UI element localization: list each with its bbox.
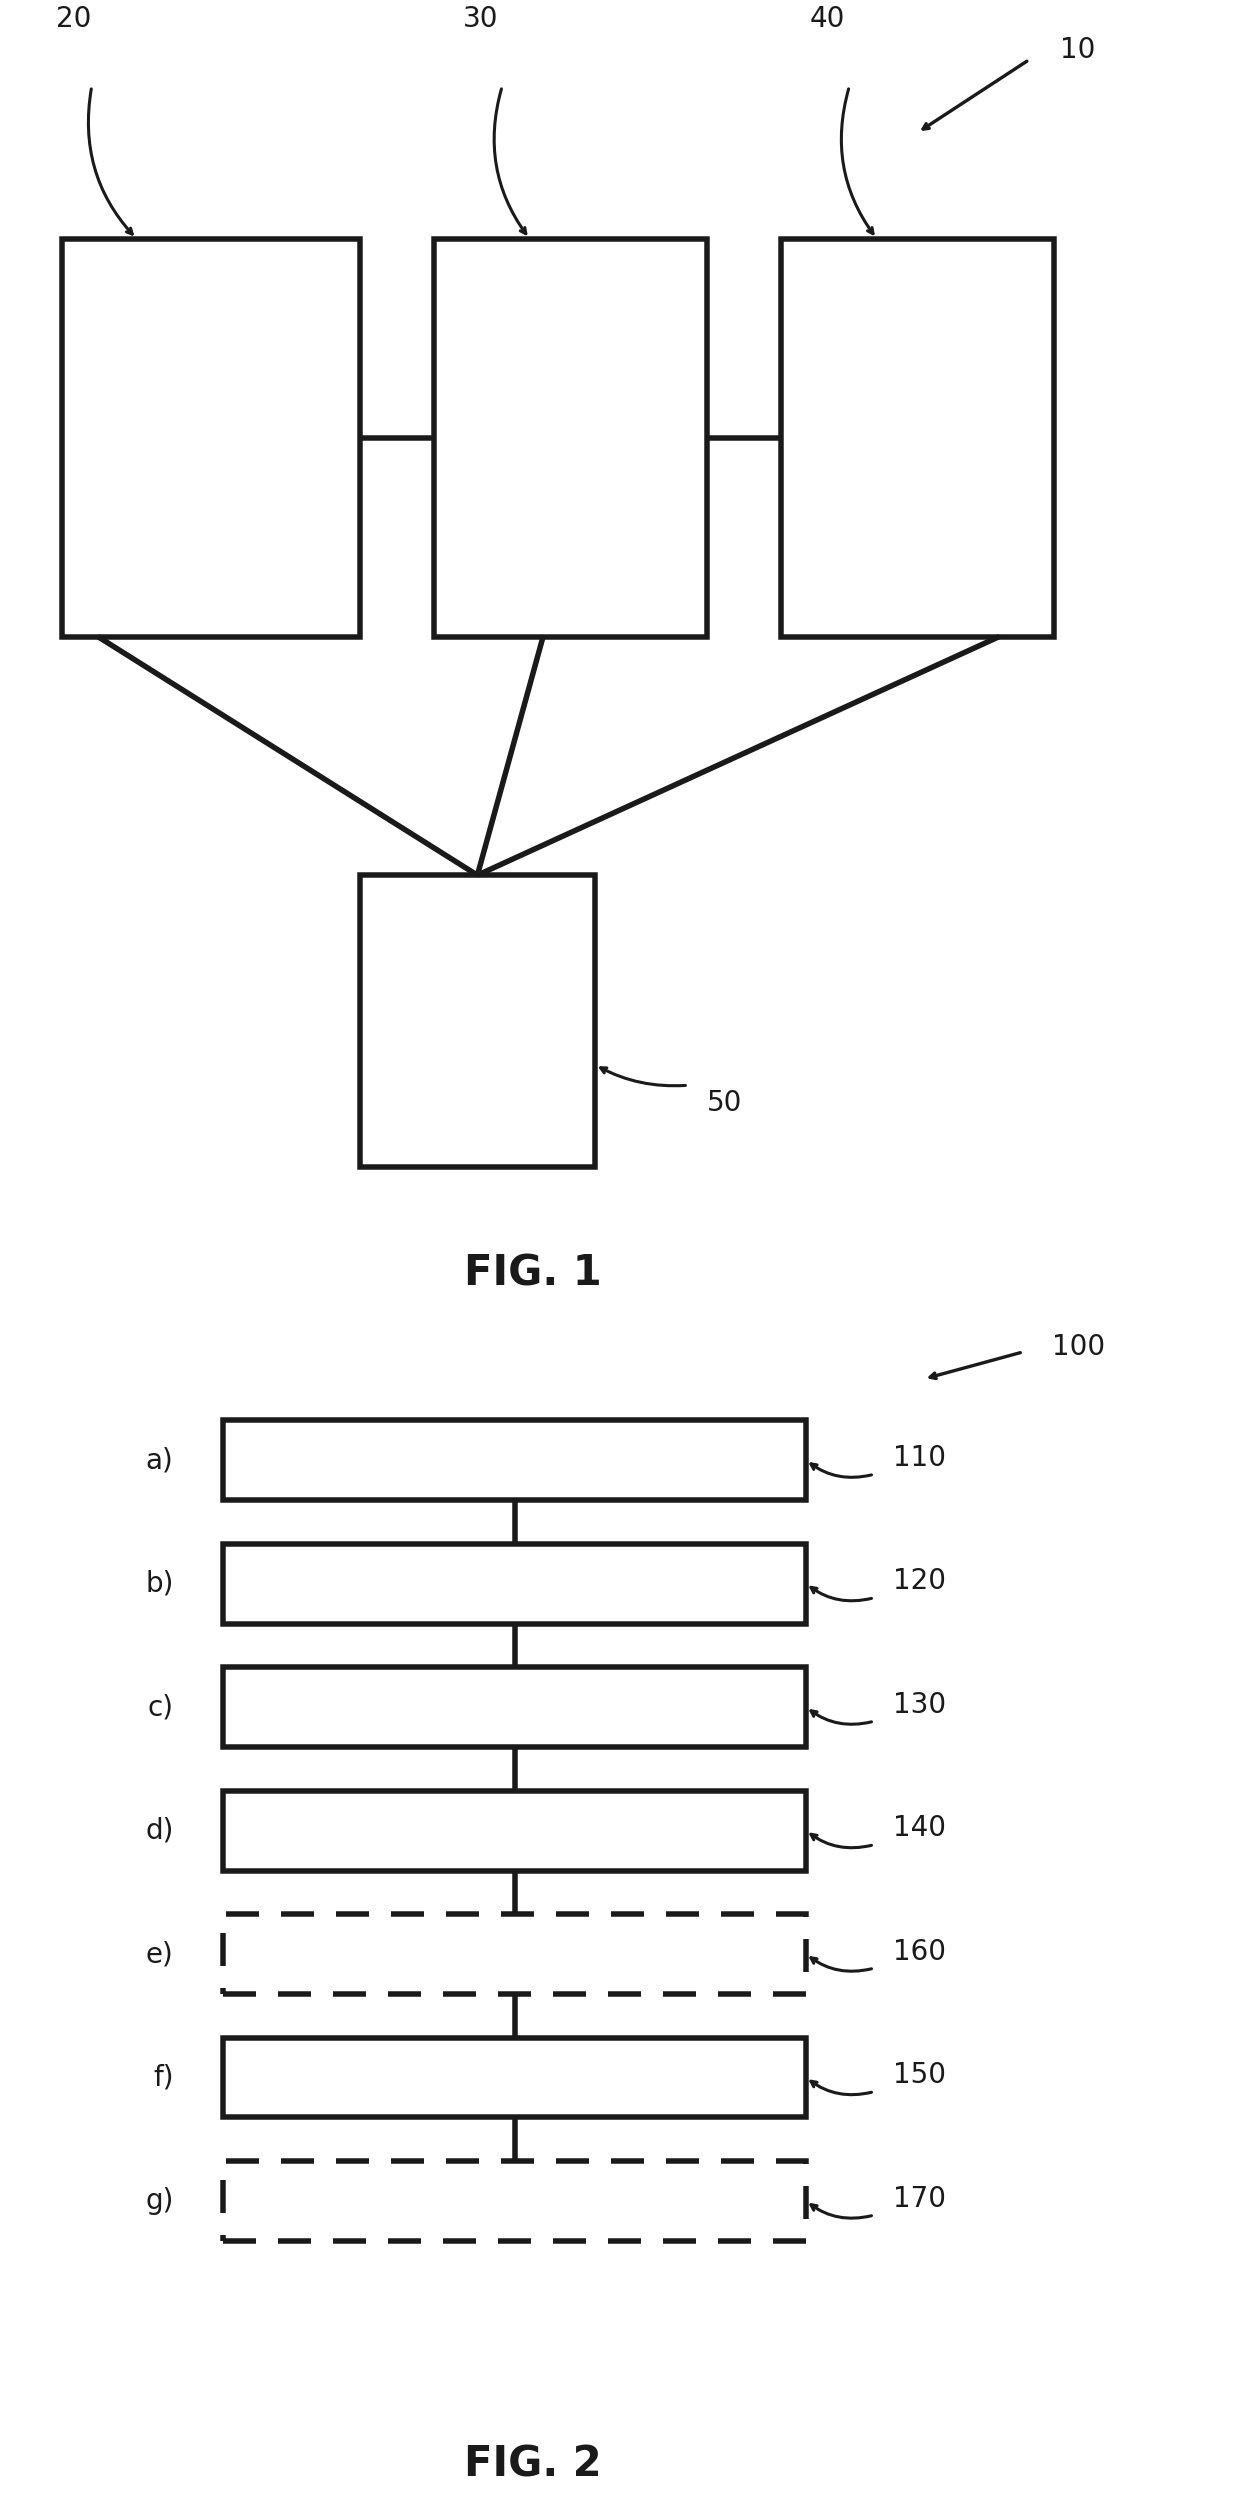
Text: 150: 150 [893,2062,946,2089]
Bar [223,1666,806,1746]
Text: FIG. 2: FIG. 2 [465,2444,601,2484]
Text: 110: 110 [893,1444,946,1471]
Bar [223,1544,806,1624]
Text: c): c) [148,1694,174,1721]
Text: 40: 40 [810,5,846,33]
Text: 140: 140 [893,1814,946,1841]
Bar [434,238,707,636]
Bar [781,238,1054,636]
Bar [360,876,595,1166]
Text: FIG. 1: FIG. 1 [464,1251,603,1294]
Bar [223,1421,806,1501]
Text: 130: 130 [893,1691,946,1719]
Text: 120: 120 [893,1566,946,1596]
Text: 10: 10 [1060,38,1096,65]
Text: 30: 30 [463,5,498,33]
Bar [62,238,360,636]
Text: 20: 20 [56,5,92,33]
Bar [223,1791,806,1871]
Text: 170: 170 [893,2184,946,2212]
Text: f): f) [153,2064,174,2092]
Bar [223,2037,806,2117]
Text: a): a) [146,1446,174,1474]
Text: 100: 100 [1052,1334,1105,1361]
Text: e): e) [146,1939,174,1969]
Text: b): b) [145,1569,174,1599]
Bar [223,2162,806,2242]
Text: 160: 160 [893,1937,946,1967]
Text: g): g) [145,2187,174,2214]
Bar [223,1914,806,1994]
Text: 50: 50 [707,1088,743,1116]
Text: d): d) [145,1816,174,1844]
